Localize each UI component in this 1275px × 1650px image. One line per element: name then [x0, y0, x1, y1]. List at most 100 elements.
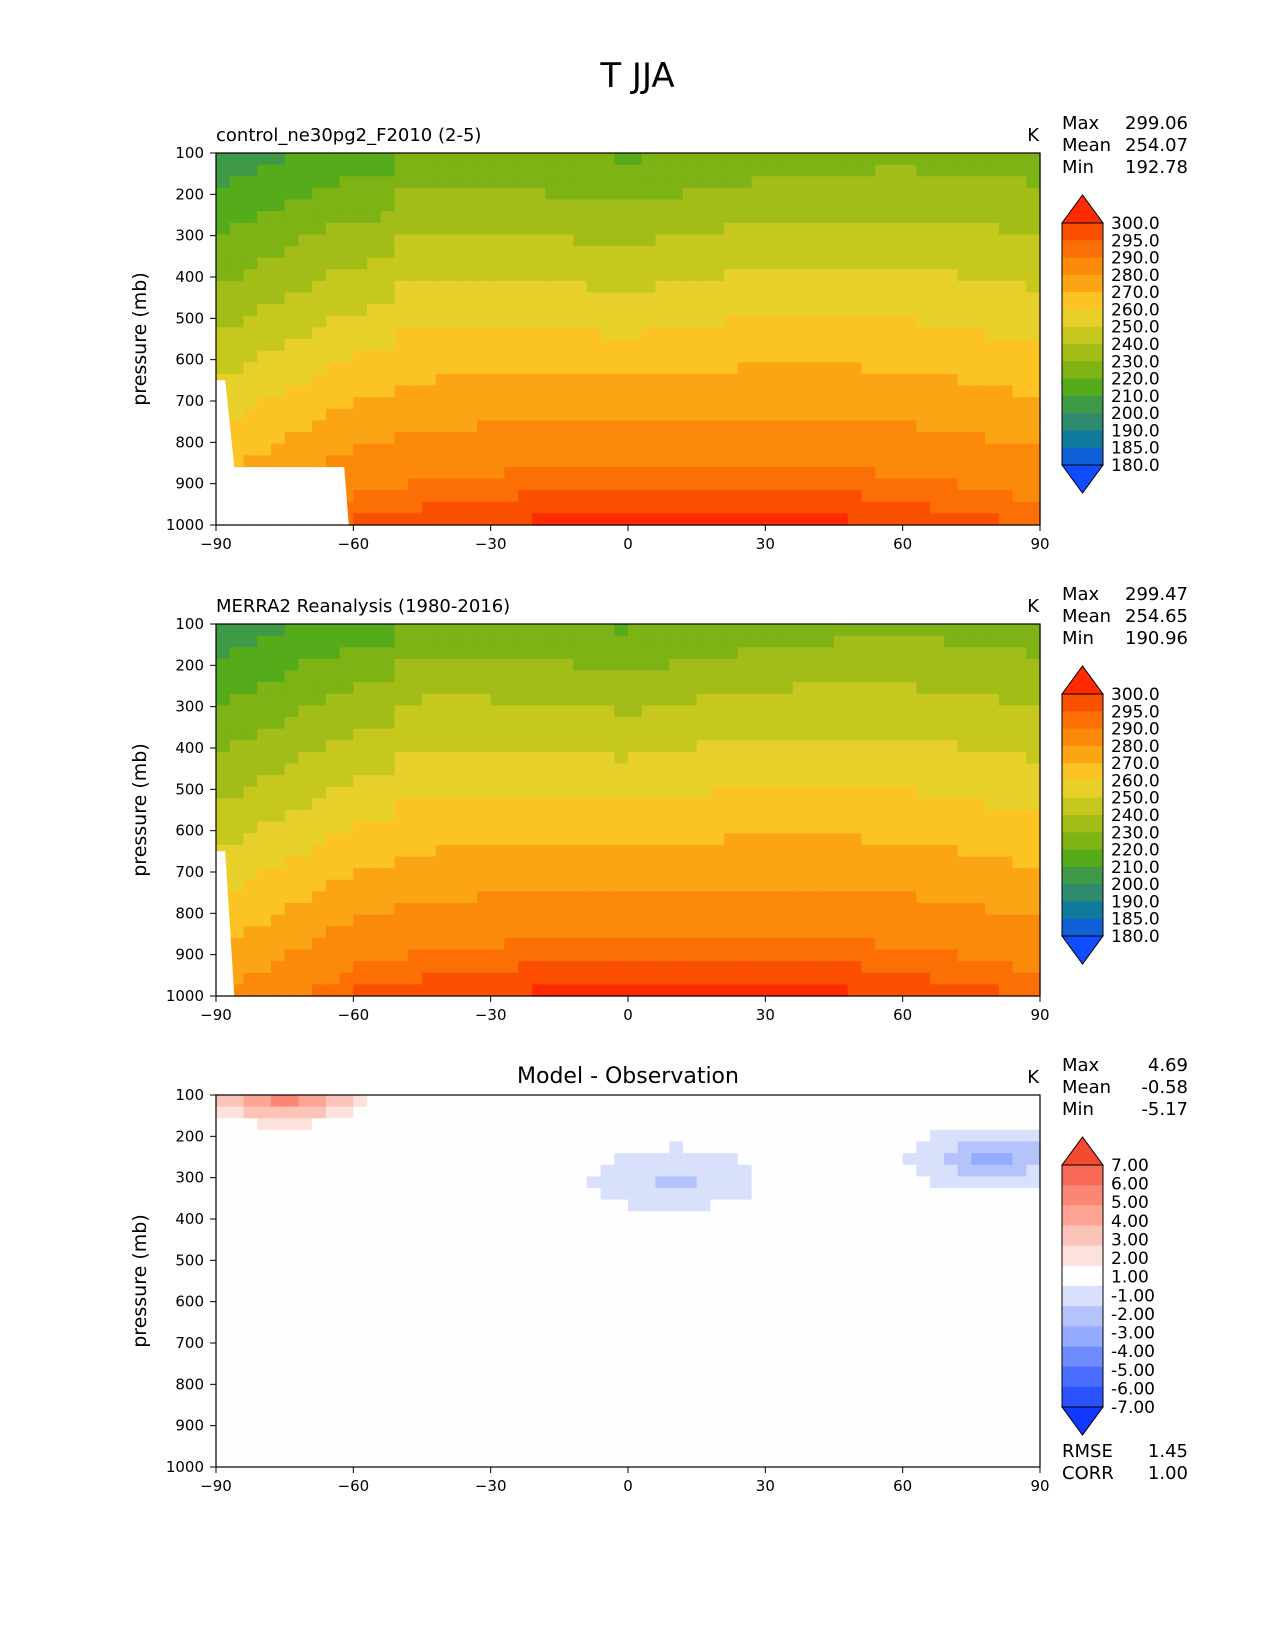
- y-tick-label: 1000: [166, 987, 204, 1005]
- colorbar-tick-label: 250.0: [1111, 318, 1160, 338]
- colorbar-tick-label: 295.0: [1111, 702, 1160, 722]
- stat-value: 192.78: [1125, 157, 1188, 178]
- colorbar-tick-label: 6.00: [1111, 1175, 1149, 1195]
- x-tick-label: −30: [475, 1006, 507, 1024]
- x-tick-label: 0: [623, 535, 633, 553]
- x-tick-label: 90: [1030, 1477, 1049, 1495]
- obs-field: [216, 624, 1041, 997]
- diff-field: [216, 1095, 1041, 1468]
- diff-colorbar: 7.006.005.004.003.002.001.00-1.00-2.00-3…: [1061, 1136, 1155, 1436]
- colorbar-extend-min: [1061, 1406, 1104, 1436]
- colorbar-tick-label: 230.0: [1111, 823, 1160, 843]
- colorbar-swatch: [1062, 395, 1103, 414]
- stat-label: Min: [1062, 157, 1094, 178]
- colorbar-tick-label: 220.0: [1111, 370, 1160, 390]
- colorbar-tick-label: 270.0: [1111, 283, 1160, 303]
- colorbar-tick-label: 7.00: [1111, 1156, 1149, 1176]
- colorbar-tick-label: 240.0: [1111, 806, 1160, 826]
- units-label: K: [1027, 125, 1040, 146]
- colorbar-swatch: [1062, 326, 1103, 345]
- colorbar-swatch: [1062, 274, 1103, 293]
- colorbar-swatch: [1062, 1306, 1103, 1327]
- stat-value: 254.07: [1125, 135, 1188, 156]
- colorbar-swatch: [1062, 257, 1103, 276]
- page-title: T JJA: [600, 56, 675, 96]
- colorbar-tick-label: 280.0: [1111, 737, 1160, 757]
- colorbar-swatch: [1062, 745, 1103, 764]
- stat-value: 254.65: [1125, 606, 1188, 627]
- colorbar-swatch: [1062, 1326, 1103, 1347]
- colorbar-tick-label: 200.0: [1111, 404, 1160, 424]
- colorbar-swatch: [1062, 240, 1103, 259]
- colorbar-swatch: [1062, 1185, 1103, 1206]
- colorbar-tick-label: 210.0: [1111, 387, 1160, 407]
- colorbar-swatch: [1062, 832, 1103, 851]
- y-tick-label: 400: [175, 1210, 204, 1228]
- x-tick-label: 60: [893, 1477, 912, 1495]
- y-tick-label: 200: [175, 656, 204, 674]
- model-colorbar: 300.0295.0290.0280.0270.0260.0250.0240.0…: [1061, 194, 1160, 494]
- y-tick-label: 900: [175, 946, 204, 964]
- x-tick-label: 90: [1030, 535, 1049, 553]
- colorbar-swatch: [1062, 918, 1103, 937]
- y-axis-label: pressure (mb): [129, 743, 151, 877]
- panel-title: Model - Observation: [517, 1064, 739, 1089]
- colorbar-tick-label: 230.0: [1111, 352, 1160, 372]
- colorbar-tick-label: 180.0: [1111, 456, 1160, 476]
- colorbar-tick-label: 185.0: [1111, 439, 1160, 459]
- y-axis-label: pressure (mb): [129, 1214, 151, 1348]
- y-tick-label: 200: [175, 1127, 204, 1145]
- colorbar-tick-label: 300.0: [1111, 214, 1160, 234]
- model-field: [216, 153, 1041, 526]
- stat-label: Max: [1062, 113, 1100, 134]
- y-tick-label: 800: [175, 433, 204, 451]
- y-tick-label: 400: [175, 268, 204, 286]
- colorbar-swatch: [1062, 694, 1103, 712]
- terrain-mask: [216, 851, 235, 996]
- y-tick-label: 1000: [166, 1458, 204, 1476]
- x-tick-label: −90: [200, 535, 232, 553]
- stat-value: 299.06: [1125, 113, 1188, 134]
- units-label: K: [1027, 596, 1040, 617]
- colorbar-swatch: [1062, 309, 1103, 328]
- colorbar-swatch: [1062, 361, 1103, 380]
- stat-value: 1.00: [1148, 1463, 1188, 1484]
- stat-label: Mean: [1062, 135, 1111, 156]
- stat-value: -5.17: [1141, 1099, 1188, 1120]
- colorbar-tick-label: -2.00: [1111, 1305, 1155, 1325]
- colorbar-tick-label: 290.0: [1111, 249, 1160, 269]
- colorbar-tick-label: 260.0: [1111, 771, 1160, 791]
- colorbar-tick-label: -4.00: [1111, 1342, 1155, 1362]
- colorbar-tick-label: 180.0: [1111, 927, 1160, 947]
- colorbar-tick-label: 185.0: [1111, 910, 1160, 930]
- colorbar-extend-min: [1061, 464, 1104, 494]
- colorbar-swatch: [1062, 1245, 1103, 1267]
- y-tick-label: 300: [175, 698, 204, 716]
- colorbar-tick-label: 2.00: [1111, 1249, 1149, 1269]
- y-tick-label: 700: [175, 392, 204, 410]
- colorbar-swatch: [1062, 430, 1103, 449]
- stat-label: Max: [1062, 584, 1100, 605]
- colorbar-swatch: [1062, 728, 1103, 747]
- colorbar-extend-min: [1061, 935, 1104, 965]
- colorbar-extend-max: [1061, 665, 1104, 695]
- colorbar-extend-max: [1061, 1136, 1104, 1166]
- stat-value: 1.45: [1148, 1441, 1188, 1462]
- y-tick-label: 600: [175, 822, 204, 840]
- x-tick-label: 30: [756, 535, 775, 553]
- stat-value: 299.47: [1125, 584, 1188, 605]
- x-tick-label: −60: [338, 535, 370, 553]
- y-tick-label: 100: [175, 144, 204, 162]
- colorbar-tick-label: 240.0: [1111, 335, 1160, 355]
- stat-label: Max: [1062, 1055, 1100, 1076]
- panel-title: control_ne30pg2_F2010 (2-5): [216, 125, 481, 146]
- colorbar-tick-label: 290.0: [1111, 720, 1160, 740]
- colorbar-tick-label: 1.00: [1111, 1268, 1149, 1288]
- colorbar-swatch: [1062, 763, 1103, 781]
- colorbar-swatch: [1062, 1366, 1103, 1388]
- units-label: K: [1027, 1067, 1040, 1088]
- colorbar-swatch: [1062, 1386, 1103, 1408]
- colorbar-swatch: [1062, 901, 1103, 920]
- colorbar-swatch: [1062, 1265, 1103, 1287]
- colorbar-swatch: [1062, 344, 1103, 362]
